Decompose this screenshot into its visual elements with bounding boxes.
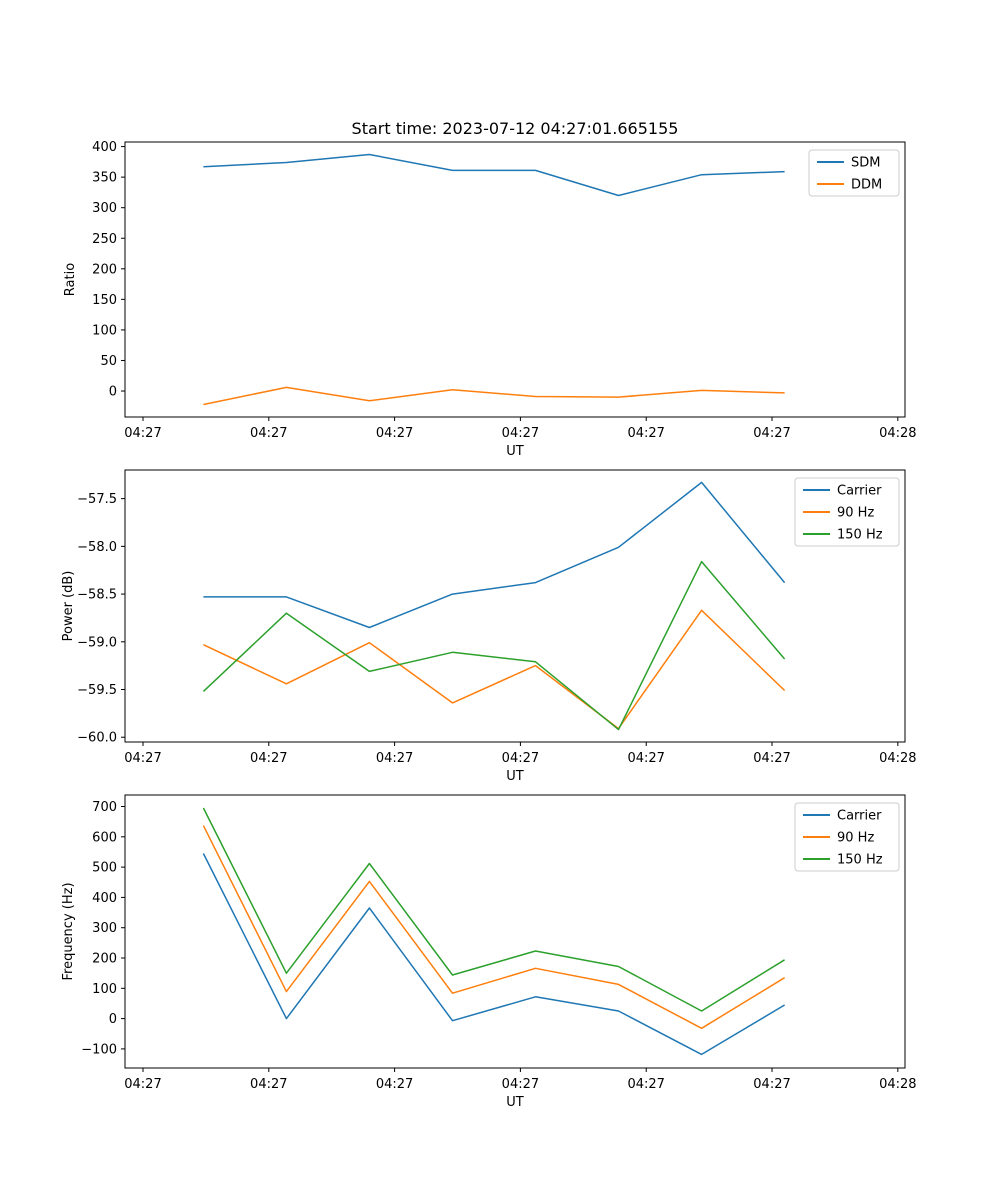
x-tick-label: 04:27	[502, 1077, 539, 1092]
legend: Carrier 90 Hz 150 Hz	[794, 802, 900, 872]
y-axis-label: Power (dB)	[61, 571, 76, 642]
legend: Carrier 90 Hz 150 Hz	[794, 477, 900, 547]
subplot-power: 04:27 04:27 04:27 04:27 04:27 04:27 04:28 −57.5…	[61, 469, 917, 784]
x-tick-label: 04:27	[753, 1077, 790, 1092]
legend-box	[794, 802, 900, 872]
figure-title: Start time: 2023-07-12 04:27:01.665155	[351, 119, 679, 138]
x-axis-label: UT	[506, 444, 524, 459]
axes-frame	[124, 794, 906, 1069]
legend-label: 90 Hz	[837, 506, 874, 521]
y-tick-label: 350	[92, 171, 117, 186]
y-tick-label: 300	[92, 921, 117, 936]
y-tick-label: 300	[92, 201, 117, 216]
legend-label: SDM	[851, 156, 880, 171]
y-tick-label: 150	[92, 293, 117, 308]
y-tick-label: −59.5	[77, 683, 117, 698]
legend-label: Carrier	[837, 809, 882, 824]
x-tick-label: 04:27	[376, 1077, 413, 1092]
subplot-ratio: 04:27 04:27 04:27 04:27 04:27 04:27 04:28 0 50 10…	[63, 140, 917, 459]
y-tick-label: 200	[92, 262, 117, 277]
x-tick-label: 04:27	[250, 426, 287, 441]
x-tick-label: 04:27	[376, 426, 413, 441]
y-tick-label: 700	[92, 800, 117, 815]
y-axis-label: Ratio	[63, 263, 78, 296]
x-tick-label: 04:27	[124, 426, 161, 441]
x-tick-label: 04:27	[502, 426, 539, 441]
y-tick-label: 200	[92, 952, 117, 967]
x-tick-label: 04:28	[879, 1077, 916, 1092]
x-tick-label: 04:27	[250, 1077, 287, 1092]
y-tick-label: 0	[109, 385, 117, 400]
legend-label: 150 Hz	[837, 853, 883, 868]
y-tick-label: 0	[109, 1012, 117, 1027]
x-tick-label: 04:28	[879, 426, 916, 441]
y-tick-label: 500	[92, 861, 117, 876]
y-tick-label: 50	[100, 354, 117, 369]
carrier-line	[203, 481, 786, 629]
150-hz-line	[202, 560, 786, 731]
y-tick-label: 400	[92, 140, 117, 155]
legend: SDM DDM	[808, 149, 900, 197]
y-tick-label: 600	[92, 830, 117, 845]
90-hz-line	[202, 825, 785, 1030]
x-axis-label: UT	[506, 769, 524, 784]
ddm-line	[203, 386, 785, 406]
x-tick-label: 04:27	[250, 751, 287, 766]
x-axis-label: UT	[506, 1095, 524, 1110]
y-axis-label: Frequency (Hz)	[61, 882, 76, 980]
y-tick-label: 400	[92, 891, 117, 906]
x-tick-label: 04:27	[502, 751, 539, 766]
90-hz-line	[203, 609, 786, 730]
axes-frame	[124, 469, 906, 743]
x-tick-label: 04:27	[124, 1077, 161, 1092]
y-tick-label: 100	[92, 323, 117, 338]
x-tick-label: 04:27	[627, 1077, 664, 1092]
y-tick-label: 100	[92, 982, 117, 997]
legend-label: Carrier	[837, 484, 882, 499]
legend-label: 150 Hz	[837, 528, 883, 543]
y-tick-label: −60.0	[77, 731, 117, 746]
y-tick-label: −100	[81, 1042, 117, 1057]
x-tick-label: 04:27	[627, 426, 664, 441]
y-tick-label: 250	[92, 232, 117, 247]
y-tick-label: −58.5	[77, 588, 117, 603]
legend-label: DDM	[851, 178, 882, 193]
x-tick-label: 04:27	[753, 751, 790, 766]
x-tick-label: 04:27	[753, 426, 790, 441]
axes-frame	[124, 141, 906, 418]
carrier-line	[202, 853, 785, 1056]
x-tick-label: 04:27	[124, 751, 161, 766]
subplot-frequency: 04:27 04:27 04:27 04:27 04:27 04:27 04:28 −100 0…	[61, 794, 917, 1110]
y-tick-label: −57.5	[77, 492, 117, 507]
150-hz-line	[202, 807, 785, 1012]
legend-label: 90 Hz	[837, 831, 874, 846]
y-tick-label: −59.0	[77, 635, 117, 650]
legend-box	[794, 477, 900, 547]
sdm-line	[203, 153, 785, 197]
y-tick-label: −58.0	[77, 540, 117, 555]
x-tick-label: 04:28	[879, 751, 916, 766]
x-tick-label: 04:27	[376, 751, 413, 766]
x-tick-label: 04:27	[627, 751, 664, 766]
